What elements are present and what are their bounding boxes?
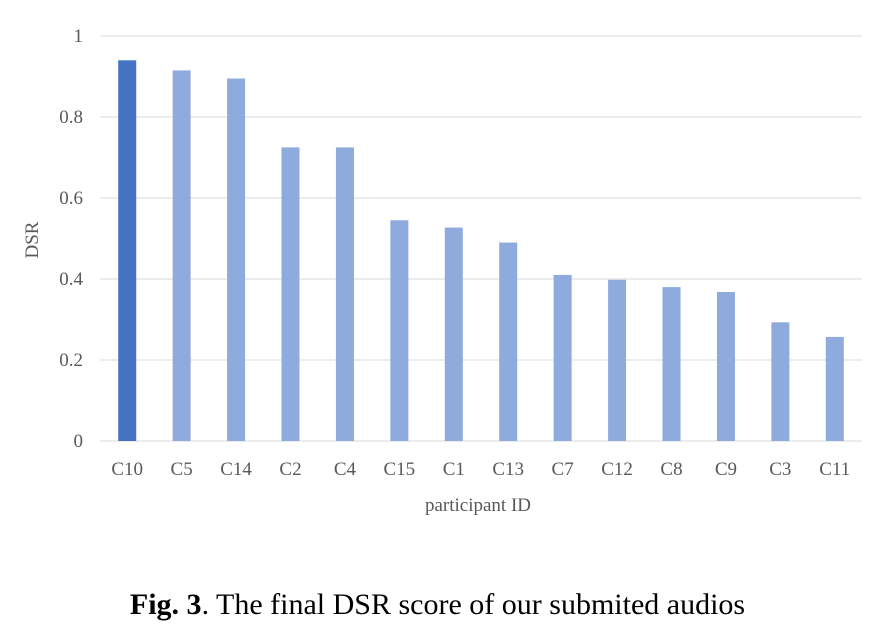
bar-c8 xyxy=(662,287,681,441)
x-tick-label: C5 xyxy=(171,459,193,480)
x-tick-label: C14 xyxy=(220,459,252,480)
y-tick-label: 1 xyxy=(74,26,84,47)
x-tick-label: C10 xyxy=(111,459,143,480)
x-tick-label: C15 xyxy=(384,459,416,480)
bar-c4 xyxy=(335,147,354,441)
bar-c5 xyxy=(172,70,191,442)
x-tick-label: C7 xyxy=(552,459,574,480)
figure-caption-text: . The final DSR score of our submited au… xyxy=(201,588,746,621)
x-tick-label: C13 xyxy=(492,459,524,480)
x-tick-label: C4 xyxy=(334,459,357,480)
bar-c12 xyxy=(608,279,627,441)
dsr-bar-chart: 0 0.2 0.4 0.6 0.8 1 C10 C5 C14 C2 C4 C15 C1 C13 C7 C12… xyxy=(22,26,862,516)
bar-c14 xyxy=(227,78,246,442)
gridlines xyxy=(100,35,862,442)
bar-c13 xyxy=(499,242,518,441)
bar-c1 xyxy=(444,227,463,441)
y-tick-label: 0.2 xyxy=(59,350,83,371)
y-tick-labels: 0 0.2 0.4 0.6 0.8 1 xyxy=(59,26,83,452)
x-tick-label: C8 xyxy=(660,459,682,480)
bar-c3 xyxy=(771,322,790,441)
x-axis-label: participant ID xyxy=(425,495,531,516)
bar-c15 xyxy=(390,220,409,441)
bar-c2 xyxy=(281,147,300,441)
x-tick-label: C12 xyxy=(601,459,633,480)
y-tick-label: 0.8 xyxy=(59,107,83,128)
x-tick-labels: C10 C5 C14 C2 C4 C15 C1 C13 C7 C12 C8 C9 C3 C11 xyxy=(111,459,850,480)
x-tick-label: C2 xyxy=(279,459,301,480)
bar-c9 xyxy=(716,291,735,441)
y-tick-label: 0.4 xyxy=(59,269,83,290)
y-tick-label: 0.6 xyxy=(59,188,83,209)
x-tick-label: C3 xyxy=(769,459,791,480)
figure-caption-label: Fig. 3 xyxy=(129,588,202,621)
y-axis-label: DSR xyxy=(22,221,43,258)
y-tick-label: 0 xyxy=(74,431,84,452)
x-tick-label: C11 xyxy=(819,459,850,480)
bars xyxy=(118,60,844,442)
bar-c10 xyxy=(118,60,137,442)
x-tick-label: C9 xyxy=(715,459,737,480)
bar-c11 xyxy=(825,336,844,441)
figure-caption: Fig. 3. The final DSR score of our submi… xyxy=(0,588,875,622)
x-tick-label: C1 xyxy=(443,459,465,480)
bar-c7 xyxy=(553,274,572,441)
